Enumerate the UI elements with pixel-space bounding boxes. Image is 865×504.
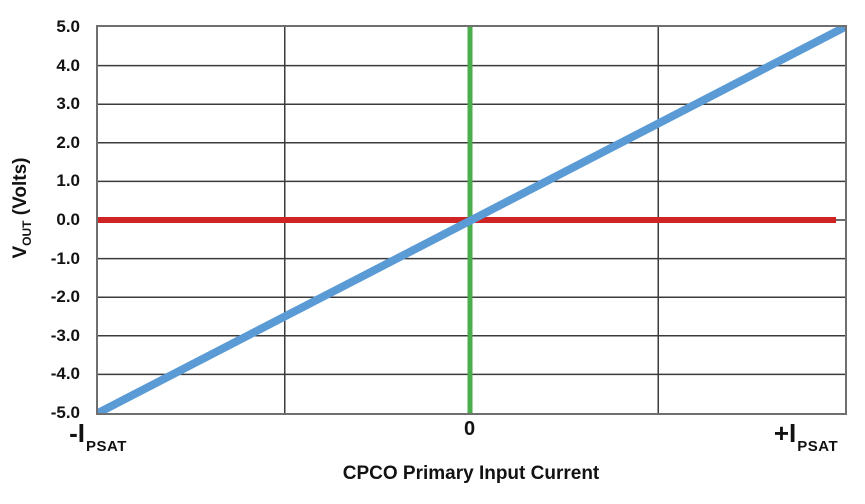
x-tick-pos-ipsat: +IPSAT — [773, 418, 838, 455]
y-tick-label: 2.0 — [56, 132, 80, 152]
y-tick-label: -1.0 — [50, 248, 80, 268]
y-tick-label: 1.0 — [56, 171, 80, 191]
x-tick-zero-main: 0 — [463, 418, 476, 440]
x-tick-zero: 0 — [464, 418, 476, 441]
vout-transfer-line — [98, 27, 845, 413]
y-tick-label: 0.0 — [56, 210, 80, 229]
x-tick-neg-ipsat: -IPSAT — [69, 418, 127, 455]
x-axis-title: CPCO Primary Input Current — [342, 463, 600, 484]
y-tick-label: -3.0 — [50, 325, 80, 345]
y-tick-label: 4.0 — [56, 55, 80, 75]
plot-canvas — [98, 27, 845, 413]
x-tick-pos-ipsat-subscript: PSAT — [797, 438, 839, 455]
x-tick-neg-ipsat-subscript: PSAT — [85, 438, 127, 455]
x-tick-pos-ipsat-main: +I — [773, 418, 797, 448]
y-tick-label: 5.0 — [56, 17, 80, 36]
y-tick-label: -2.0 — [50, 287, 80, 307]
y-tick-label: -5.0 — [50, 403, 80, 422]
plot-area — [96, 25, 847, 415]
y-tick-label: -4.0 — [50, 364, 80, 384]
y-tick-label: 3.0 — [56, 94, 80, 114]
x-tick-neg-ipsat-main: -I — [69, 418, 85, 448]
